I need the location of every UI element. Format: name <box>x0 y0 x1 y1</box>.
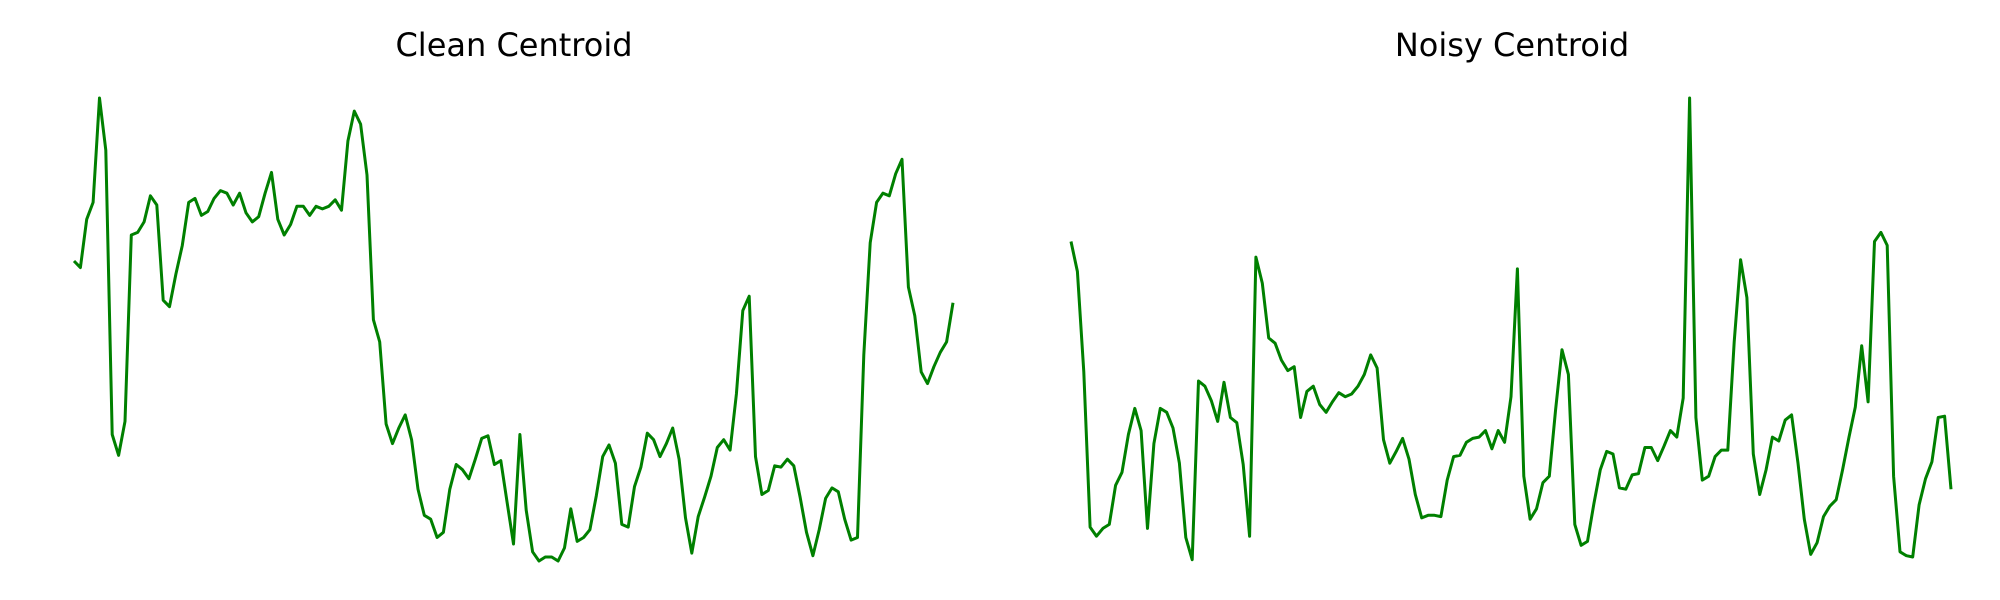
data-line <box>1069 96 1953 562</box>
chart-title: Clean Centroid <box>395 26 632 64</box>
data-line <box>72 96 955 563</box>
chart-title: Noisy Centroid <box>1395 26 1629 64</box>
